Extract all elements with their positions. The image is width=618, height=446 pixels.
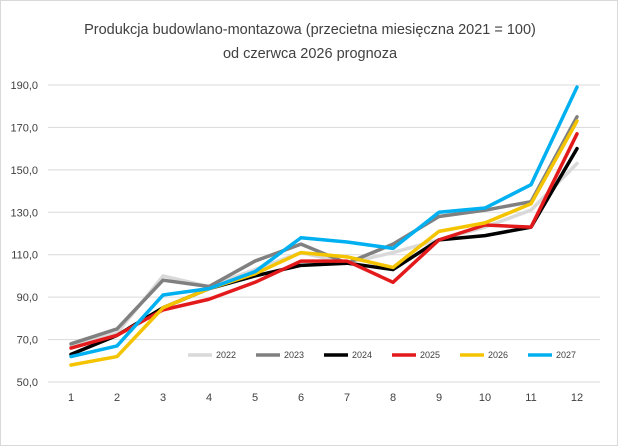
x-tick-label: 8 — [390, 392, 396, 404]
legend-label-2023: 2023 — [284, 350, 304, 360]
series-line-2026 — [69, 119, 579, 367]
legend-label-2026: 2026 — [488, 350, 508, 360]
y-tick-label: 190,0 — [10, 80, 38, 92]
x-tick-label: 3 — [160, 392, 166, 404]
x-tick-label: 7 — [344, 392, 350, 404]
x-tick-label: 1 — [68, 392, 74, 404]
chart-title: Produkcja budowlano-montazowa (przecietn… — [84, 22, 536, 38]
legend-label-2024: 2024 — [352, 350, 372, 360]
y-tick-label: 110,0 — [11, 250, 38, 262]
legend-label-2027: 2027 — [556, 350, 576, 360]
series-line-2023 — [69, 115, 579, 346]
x-tick-label: 6 — [298, 392, 304, 404]
y-axis-ticks: 50,0 70,0 90,0 110,0 130,0 150,0 170,0 190,0 — [10, 80, 38, 389]
x-tick-label: 2 — [114, 392, 120, 404]
x-tick-label: 9 — [436, 392, 442, 404]
series-line-2027 — [69, 85, 579, 359]
legend: 2022 2023 2024 2025 2026 2027 — [188, 350, 576, 360]
y-tick-label: 50,0 — [17, 377, 38, 389]
gridlines — [48, 84, 600, 383]
y-tick-label: 170,0 — [10, 122, 38, 134]
x-tick-label: 12 — [571, 392, 583, 404]
x-tick-label: 5 — [252, 392, 258, 404]
legend-label-2022: 2022 — [216, 350, 236, 360]
x-tick-label: 10 — [479, 392, 491, 404]
y-tick-label: 150,0 — [10, 165, 38, 177]
series-lines — [69, 85, 579, 367]
chart-subtitle: od czerwca 2026 prognoza — [223, 46, 398, 62]
legend-label-2025: 2025 — [420, 350, 440, 360]
x-axis-ticks: 1 2 3 4 5 6 7 8 9 10 11 12 — [68, 392, 583, 404]
y-tick-label: 90,0 — [17, 292, 38, 304]
y-tick-label: 70,0 — [17, 335, 38, 347]
x-tick-label: 11 — [525, 392, 536, 404]
y-tick-label: 130,0 — [10, 207, 38, 219]
x-tick-label: 4 — [206, 392, 212, 404]
